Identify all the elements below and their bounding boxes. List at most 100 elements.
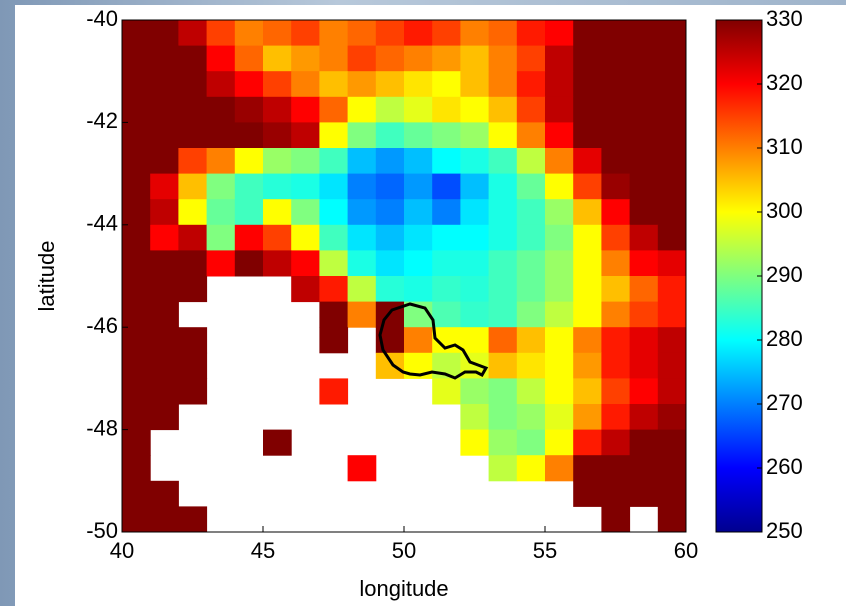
cell [263,224,292,251]
cell [150,404,179,431]
cell [657,71,687,98]
cell [347,173,377,200]
cell [460,224,490,251]
cell [122,378,151,405]
cell [601,276,631,303]
cell [375,224,405,251]
cell [347,45,377,72]
cell [573,250,602,277]
cell [545,276,574,303]
cell [122,352,151,379]
cell [545,224,574,251]
cell [460,250,490,277]
cell [629,404,659,431]
cell [545,429,574,456]
cell [601,199,631,226]
cell [263,250,292,277]
cell [516,352,546,379]
cell [657,224,687,251]
cell [573,352,602,379]
cell [657,327,687,354]
cell [629,480,659,507]
cell [263,20,292,47]
cell [516,301,546,328]
x-tick-label: 60 [674,538,698,563]
cell [319,71,349,98]
cell [178,45,208,72]
cell [657,455,687,482]
cell [150,301,179,328]
cell [347,96,377,123]
cell [178,148,208,175]
cell [150,506,179,533]
colorbar-tick-label: 330 [766,6,803,31]
cell [319,327,349,354]
cell [629,378,659,405]
colorbar-tick-label: 250 [766,518,803,543]
cell [291,71,320,98]
cell [488,224,518,251]
cell [629,199,659,226]
cell [375,20,405,47]
cell [657,429,687,456]
cell [206,173,236,200]
x-tick-label: 45 [251,538,275,563]
cell [150,20,179,47]
cell [178,173,208,200]
cell [545,96,574,123]
cell [122,250,151,277]
cell [488,173,518,200]
cell [263,96,292,123]
cell [178,71,208,98]
cell [122,122,151,149]
cell [460,173,490,200]
cell [460,96,490,123]
y-tick-label: -46 [86,313,118,338]
cell [263,199,292,226]
cell [657,404,687,431]
cell [178,199,208,226]
cell [404,276,433,303]
cell [150,148,179,175]
cell [516,45,546,72]
x-tick-label: 40 [110,538,134,563]
cell [291,45,320,72]
cell [488,122,518,149]
x-tick-label: 50 [392,538,416,563]
cell [263,71,292,98]
cell [404,224,433,251]
cell [545,173,574,200]
cell [601,148,631,175]
cell [122,506,151,533]
cell [404,122,433,149]
cell [404,250,433,277]
cell [516,276,546,303]
cell [234,45,264,72]
cell [573,20,602,47]
cell [432,301,461,328]
cell [206,45,236,72]
cell [545,71,574,98]
cell [122,404,151,431]
cell [375,199,405,226]
cell [601,506,631,533]
y-axis-label: latitude [34,241,59,312]
cell [601,173,631,200]
cell [291,224,320,251]
cell [488,276,518,303]
cell [601,250,631,277]
cell [657,378,687,405]
cell [375,96,405,123]
cell [319,122,349,149]
cell [516,148,546,175]
cell [234,224,264,251]
cell [432,45,461,72]
cell [150,327,179,354]
cell [150,45,179,72]
cell [629,455,659,482]
cell [629,429,659,456]
cell [573,455,602,482]
cell [432,173,461,200]
cell [629,301,659,328]
cell [404,148,433,175]
